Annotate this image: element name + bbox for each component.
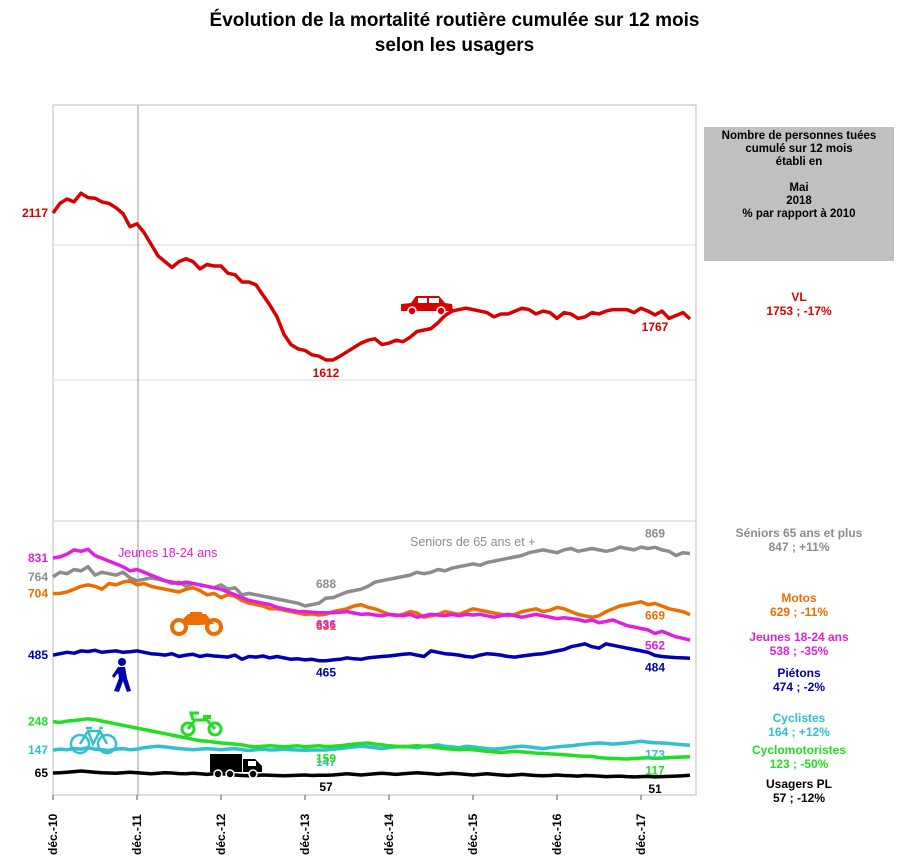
- data-label: 65: [35, 766, 49, 780]
- info-line-5: 2018: [786, 195, 812, 207]
- legend-cyclo: Cyclomotoristes 123 ; -50%: [694, 743, 904, 771]
- legend-jeunes-name: Jeunes 18-24 ans: [749, 630, 849, 644]
- legend-cyclo-value: 123 ; -50%: [769, 757, 829, 771]
- car-icon: [401, 296, 453, 316]
- chart-title-line-2: selon les usagers: [374, 35, 535, 56]
- series-line-7: [52, 769, 691, 779]
- data-label: 485: [28, 648, 48, 662]
- pedestrian-icon: [112, 658, 131, 692]
- data-label: 631: [316, 619, 336, 633]
- chart-title-line-1: Évolution de la mortalité routière cumul…: [209, 10, 700, 31]
- data-label: 1612: [313, 366, 340, 380]
- legend-motos-value: 629 ; -11%: [769, 605, 829, 619]
- x-tick-label: déc.-10: [46, 813, 60, 855]
- x-tick-label: déc.-12: [214, 813, 228, 855]
- info-line-3: établi en: [775, 156, 823, 168]
- legend-cyclistes: Cyclistes 164 ; +12%: [694, 711, 904, 739]
- x-tick-labels: déc.-10 déc.-11 déc.-12 déc.-13 déc.-14 déc.-…: [46, 795, 648, 855]
- legend-pl-value: 57 ; -12%: [772, 791, 826, 805]
- info-box: Nombre de personnes tuées cumulé sur 12 …: [704, 127, 894, 261]
- info-line-2: cumulé sur 12 mois: [745, 143, 853, 155]
- data-label: 2117: [22, 206, 48, 220]
- x-tick-label: déc.-11: [130, 814, 144, 855]
- data-label: 688: [316, 577, 336, 591]
- series-line-3: [52, 547, 691, 642]
- legend-jeunes-value: 538 ; -35%: [769, 644, 829, 658]
- legend-vl-name: VL: [791, 290, 807, 304]
- legend-pl-name: Usagers PL: [765, 777, 833, 791]
- series-line-2: [52, 578, 691, 619]
- series-line-6: [52, 717, 691, 761]
- data-label: 248: [28, 715, 48, 729]
- data-label: 484: [645, 660, 665, 674]
- info-line-6: % par rapport à 2010: [742, 208, 856, 220]
- legend-cyclistes-value: 164 ; +12%: [768, 725, 830, 739]
- data-label: 636: [316, 618, 336, 632]
- data-label: 465: [316, 666, 336, 680]
- legend-pietons-value: 474 ; -2%: [772, 680, 826, 694]
- data-labels: 2117 1612 1767 764 688 869 704 631 669 831 636 562 4…: [22, 206, 669, 796]
- grid-lines: [53, 105, 696, 795]
- data-label: 147: [28, 743, 48, 757]
- data-label: 147: [316, 755, 336, 769]
- x-tick-label: déc.-17: [634, 813, 648, 855]
- series-line-4: [52, 642, 691, 663]
- inline-series-labels: Jeunes 18-24 ans Seniors de 65 ans et +: [118, 535, 535, 560]
- truck-icon: [210, 754, 262, 779]
- inline-label-jeunes: Jeunes 18-24 ans: [118, 546, 217, 560]
- x-tick-label: déc.-16: [550, 813, 564, 855]
- moped-icon: [180, 711, 223, 737]
- bicycle-icon: [69, 726, 118, 755]
- legend-motos-name: Motos: [781, 591, 817, 605]
- x-tick-label: déc.-15: [466, 813, 480, 855]
- legend-motos: Motos 629 ; -11%: [694, 591, 904, 619]
- data-label: 51: [648, 782, 662, 796]
- x-tick-label: déc.-14: [382, 813, 396, 855]
- legend-jeunes: Jeunes 18-24 ans 538 ; -35%: [694, 630, 904, 658]
- legend-cyclo-name: Cyclomotoristes: [751, 743, 847, 757]
- x-tick-label: déc.-13: [298, 813, 312, 855]
- inline-label-seniors: Seniors de 65 ans et +: [410, 535, 535, 549]
- series-lines: [51, 191, 692, 779]
- chart-title: Évolution de la mortalité routière cumul…: [0, 8, 909, 58]
- series-line-0: [51, 191, 692, 362]
- data-label: 117: [645, 763, 665, 777]
- legend-vl: VL 1753 ; -17%: [694, 290, 904, 318]
- legend-vl-value: 1753 ; -17%: [766, 304, 832, 318]
- info-line-4: Mai: [789, 182, 809, 194]
- data-label: 562: [645, 639, 665, 653]
- data-label: 57: [319, 780, 333, 794]
- info-line-1: Nombre de personnes tuées: [721, 130, 877, 142]
- data-label: 669: [645, 608, 665, 622]
- legend-seniors: Séniors 65 ans et plus 847 ; +11%: [694, 526, 904, 554]
- legend-seniors-name: Séniors 65 ans et plus: [735, 526, 863, 540]
- data-label: 831: [28, 551, 48, 565]
- data-label: 173: [645, 748, 665, 762]
- data-label: 764: [28, 570, 48, 584]
- legend-pietons: Piétons 474 ; -2%: [694, 666, 904, 694]
- motorcycle-icon: [170, 612, 223, 636]
- data-label: 869: [645, 526, 665, 540]
- info-spacer: [704, 169, 894, 182]
- legend-pl: Usagers PL 57 ; -12%: [694, 777, 904, 805]
- data-label: 704: [28, 587, 48, 601]
- data-label: 1767: [642, 320, 669, 334]
- data-label: 159: [316, 752, 336, 766]
- legend-pietons-name: Piétons: [777, 666, 821, 680]
- plot-area: [52, 104, 697, 796]
- series-line-5: [52, 739, 691, 753]
- legend-seniors-value: 847 ; +11%: [768, 540, 830, 554]
- legend-cyclistes-name: Cyclistes: [772, 711, 826, 725]
